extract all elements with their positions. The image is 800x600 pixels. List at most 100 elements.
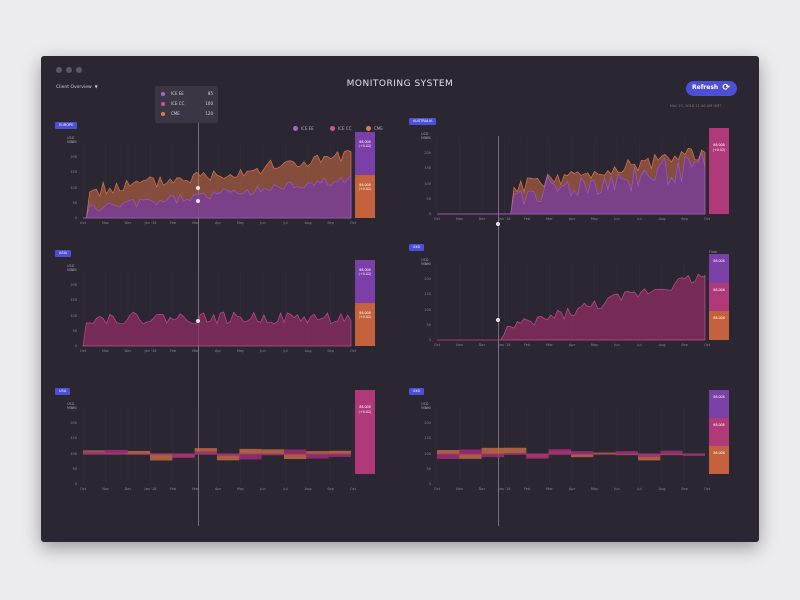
chart-panel-europe: EUROPE USD MWh 250 200 150 100 50 0 Oct Nov Dec Jan … bbox=[55, 122, 375, 227]
x-tick-label: Apr bbox=[214, 487, 222, 491]
bar-ice-cc bbox=[217, 453, 240, 456]
bar-ice-cc bbox=[481, 453, 504, 458]
y-tick-label: 200 bbox=[424, 151, 431, 156]
bar-ice-cc bbox=[172, 453, 195, 458]
x-tick-label: Feb bbox=[169, 487, 177, 491]
bar-cme bbox=[261, 449, 284, 455]
chart-plot[interactable] bbox=[409, 388, 709, 488]
x-tick-label: Feb bbox=[169, 349, 177, 353]
tooltip-name: CME bbox=[171, 111, 180, 116]
region-badge[interactable]: USA bbox=[55, 388, 71, 395]
chart-plot[interactable] bbox=[55, 250, 355, 350]
unit-label: USD MWh bbox=[421, 258, 430, 266]
x-tick-label: Jul bbox=[637, 487, 642, 491]
x-tick-label: Oct bbox=[703, 217, 711, 221]
timestamp: Nov 15, 2018 11:46 AM GMT bbox=[670, 104, 722, 108]
bar-ice-cc bbox=[194, 451, 217, 455]
x-tick-label: Jun bbox=[614, 343, 620, 347]
x-tick-label: Jan '18 bbox=[144, 487, 157, 491]
final-value-box: 88.008 (+0.02) bbox=[709, 128, 729, 214]
bar-ice-cc bbox=[682, 453, 705, 457]
x-tick-label: Jun bbox=[260, 349, 266, 353]
chevron-down-icon: ▼ bbox=[94, 84, 98, 89]
bar-cme bbox=[194, 448, 217, 455]
tooltip-swatch bbox=[161, 92, 165, 96]
chart-plot[interactable] bbox=[409, 244, 709, 344]
final-value-box: 88.008 (+0.02) bbox=[355, 260, 375, 303]
x-tick-label: May bbox=[590, 343, 599, 347]
y-tick-label: 0 bbox=[74, 482, 77, 486]
y-tick-label: 250 bbox=[424, 136, 431, 140]
y-tick-label: 0 bbox=[428, 482, 431, 486]
y-tick-label: 150 bbox=[424, 292, 431, 297]
tooltip-swatch bbox=[161, 112, 165, 116]
chart-panel-australia: AUSTRALIA USD MWh 250 200 150 100 50 0 Oct Nov Dec J… bbox=[409, 118, 729, 223]
region-badge[interactable]: XXX bbox=[409, 244, 425, 251]
tooltip-value: 85 bbox=[207, 91, 213, 96]
x-tick-label: Dec bbox=[124, 487, 132, 491]
x-tick-label: Oct bbox=[79, 349, 87, 353]
chart-plot[interactable] bbox=[55, 388, 355, 488]
x-tick-label: Jun bbox=[614, 217, 620, 221]
x-tick-label: Dec bbox=[124, 349, 132, 353]
unit-label: USD MWh bbox=[421, 402, 430, 410]
y-tick-label: 0 bbox=[428, 212, 431, 216]
area-series-ice-ee bbox=[437, 150, 706, 215]
y-tick-label: 100 bbox=[70, 313, 77, 318]
refresh-button[interactable]: Refresh ⟳ bbox=[686, 81, 737, 96]
final-value-box: 88.008 bbox=[709, 446, 729, 474]
x-tick-label: Mar bbox=[546, 343, 553, 347]
view-select[interactable]: Client Overview ▼ bbox=[56, 84, 98, 90]
x-tick-label: May bbox=[236, 221, 245, 225]
bar-ice-cc bbox=[150, 453, 173, 455]
x-tick-label: Jul bbox=[283, 487, 288, 491]
x-tick-label: Dec bbox=[478, 217, 486, 221]
y-tick-label: 100 bbox=[70, 185, 77, 190]
chart-panel-bar2: XXXUSDMWhFinalvalue250200150100500OctNov… bbox=[409, 388, 729, 493]
chart-panel-usa: USA USD MWh 250 200 150 100 50 0 Oct Nov Dec Jan '18… bbox=[55, 388, 375, 493]
x-tick-label: Aug bbox=[658, 487, 666, 491]
tooltip-name: ICE CC bbox=[171, 101, 185, 106]
x-tick-label: Oct bbox=[433, 217, 441, 221]
region-badge[interactable]: XXX bbox=[409, 388, 425, 395]
crosshair-left bbox=[198, 96, 199, 526]
window-dot-close[interactable] bbox=[56, 67, 62, 73]
view-select-label: Client Overview bbox=[56, 85, 92, 90]
x-tick-label: Oct bbox=[349, 349, 357, 353]
bar-cme bbox=[306, 451, 329, 455]
window-dot-maximize[interactable] bbox=[76, 67, 82, 73]
final-value-box: 88.008 bbox=[709, 390, 729, 418]
x-tick-label: Aug bbox=[658, 343, 666, 347]
bar-ice-cc bbox=[593, 453, 616, 455]
y-tick-label: 50 bbox=[72, 200, 77, 205]
x-tick-label: Mar bbox=[192, 349, 199, 353]
bar-ice-cc bbox=[526, 453, 549, 459]
final-value-box: 88.008 bbox=[709, 311, 729, 340]
legend-swatch bbox=[293, 126, 298, 131]
chart-plot[interactable] bbox=[409, 118, 709, 218]
unit-label: USD MWh bbox=[421, 132, 430, 140]
y-tick-label: 150 bbox=[70, 170, 77, 175]
x-tick-label: Oct bbox=[79, 221, 87, 225]
tooltip-value: 120 bbox=[205, 111, 213, 116]
y-tick-label: 50 bbox=[426, 466, 431, 471]
y-tick-label: 50 bbox=[72, 328, 77, 333]
chart-plot[interactable] bbox=[55, 122, 355, 222]
crosshair-marker bbox=[496, 222, 500, 226]
region-badge[interactable]: AUSTRALIA bbox=[409, 118, 437, 125]
region-badge[interactable]: ASIA bbox=[55, 250, 72, 257]
window-dot-minimize[interactable] bbox=[66, 67, 72, 73]
tooltip-value: 100 bbox=[205, 101, 213, 106]
bar-cme bbox=[437, 450, 460, 455]
bar-ice-cc bbox=[459, 449, 482, 455]
x-tick-label: Sep bbox=[681, 487, 688, 491]
bar-ice-cc bbox=[284, 449, 307, 455]
x-tick-label: Oct bbox=[349, 221, 357, 225]
final-value-box: 88.008 (+0.02) bbox=[355, 390, 375, 474]
bar-ice-cc bbox=[83, 451, 106, 455]
hover-tooltip: ICE EE 85 ICE CC 100 CME 120 bbox=[155, 86, 218, 123]
x-tick-label: Aug bbox=[304, 221, 312, 225]
x-tick-label: Nov bbox=[456, 217, 463, 221]
y-tick-label: 250 bbox=[424, 262, 431, 266]
region-badge[interactable]: EUROPE bbox=[55, 122, 78, 129]
